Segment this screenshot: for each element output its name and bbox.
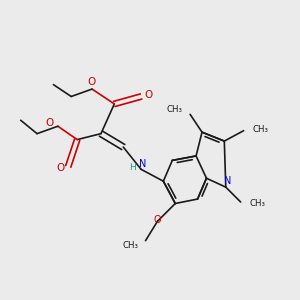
Text: O: O bbox=[144, 90, 153, 100]
Text: CH₃: CH₃ bbox=[250, 199, 266, 208]
Text: N: N bbox=[139, 159, 146, 169]
Text: CH₃: CH₃ bbox=[122, 241, 138, 250]
Text: O: O bbox=[87, 77, 95, 87]
Text: O: O bbox=[57, 163, 65, 173]
Text: CH₃: CH₃ bbox=[253, 125, 268, 134]
Text: N: N bbox=[224, 176, 232, 186]
Text: O: O bbox=[154, 215, 161, 225]
Text: H: H bbox=[129, 163, 136, 172]
Text: CH₃: CH₃ bbox=[167, 105, 183, 114]
Text: O: O bbox=[46, 118, 54, 128]
